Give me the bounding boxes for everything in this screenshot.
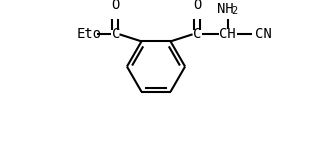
Text: O: O [111,0,119,12]
Text: NH: NH [217,2,233,16]
Text: C: C [193,27,201,41]
Text: CH: CH [219,27,236,41]
Text: O: O [193,0,201,12]
Text: CN: CN [255,27,271,41]
Text: 2: 2 [232,7,238,16]
Text: C: C [112,27,120,41]
Text: Eto: Eto [77,27,102,41]
